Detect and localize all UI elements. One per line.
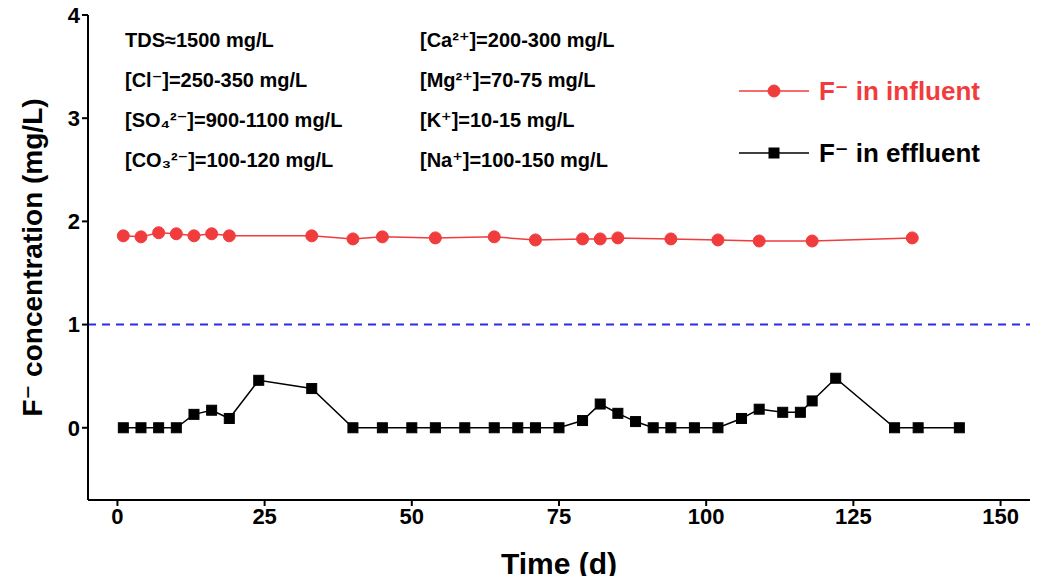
html-text:[Ca²⁺]=200-300 mg/L: [Ca²⁺]=200-300 mg/L <box>420 29 615 51</box>
svg-text:50: 50 <box>400 504 424 529</box>
svg-text:150: 150 <box>982 504 1019 529</box>
html-text:[Cl⁻]=250-350 mg/L: [Cl⁻]=250-350 mg/L <box>125 69 308 91</box>
svg-text:125: 125 <box>835 504 872 529</box>
svg-text:2: 2 <box>68 209 80 234</box>
svg-text:0: 0 <box>68 416 80 441</box>
html-text:[CO₃²⁻]=100-120 mg/L: [CO₃²⁻]=100-120 mg/L <box>125 149 334 171</box>
html-text:[Mg²⁺]=70-75 mg/L: [Mg²⁺]=70-75 mg/L <box>420 69 596 91</box>
html-text:[Na⁺]=100-150 mg/L: [Na⁺]=100-150 mg/L <box>420 149 608 171</box>
svg-text:75: 75 <box>547 504 571 529</box>
svg-text:1: 1 <box>68 312 80 337</box>
svg-text:0: 0 <box>111 504 123 529</box>
svg-text:100: 100 <box>688 504 725 529</box>
svg-text:25: 25 <box>252 504 276 529</box>
html-text:[K⁺]=10-15 mg/L: [K⁺]=10-15 mg/L <box>420 109 575 131</box>
html-text:F⁻ in influent: F⁻ in influent <box>819 75 980 106</box>
svg-text:3: 3 <box>68 106 80 131</box>
html-text:TDS≈1500 mg/L: TDS≈1500 mg/L <box>125 29 274 51</box>
svg-text:F⁻ concentration (mg/L): F⁻ concentration (mg/L) <box>17 98 48 416</box>
svg-text:4: 4 <box>68 3 81 28</box>
svg-text:Time (d): Time (d) <box>501 547 617 576</box>
html-text:F⁻ in effluent: F⁻ in effluent <box>819 137 980 168</box>
html-text:[SO₄²⁻]=900-1100 mg/L: [SO₄²⁻]=900-1100 mg/L <box>125 109 343 131</box>
